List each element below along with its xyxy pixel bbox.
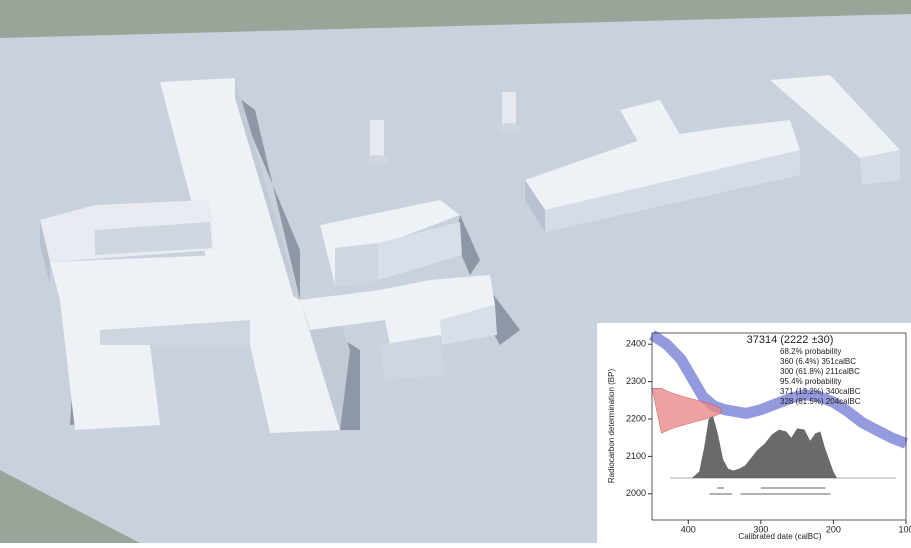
y-tick-label: 2300	[626, 376, 646, 386]
y-axis-label: Radiocarbon determination (BP)	[607, 369, 616, 484]
tower-base	[365, 155, 389, 165]
scene: 37314 (2222 ±30) Radiocarbon determinati…	[0, 0, 911, 543]
tower-base	[497, 123, 521, 133]
chart-title: 37314 (2222 ±30)	[747, 334, 834, 346]
x-tick-label: 200	[826, 524, 841, 534]
annotation: 371 (13.2%) 340calBC	[780, 387, 861, 396]
y-tick-label: 2000	[626, 488, 646, 498]
chart-panel	[597, 323, 911, 543]
annotation: 328 (81.5%) 204calBC	[780, 397, 861, 406]
y-tick-label: 2100	[626, 451, 646, 461]
x-axis-label: Calibrated date (calBC)	[738, 532, 821, 541]
annotation: 68.2% probability	[780, 347, 841, 356]
annotation: 95.4% probability	[780, 377, 841, 386]
building-side	[335, 243, 378, 287]
y-tick-label: 2200	[626, 413, 646, 423]
annotation: 360 (6.4%) 351calBC	[780, 357, 856, 366]
x-tick-label: 100	[898, 524, 911, 534]
tower	[370, 120, 384, 160]
x-tick-label: 400	[681, 524, 696, 534]
y-tick-label: 2400	[626, 339, 646, 349]
x-tick-label: 300	[753, 524, 768, 534]
annotation: 300 (61.8%) 211calBC	[780, 367, 860, 376]
page: {"chart_data": {"type": "calibration", "…	[0, 0, 911, 543]
